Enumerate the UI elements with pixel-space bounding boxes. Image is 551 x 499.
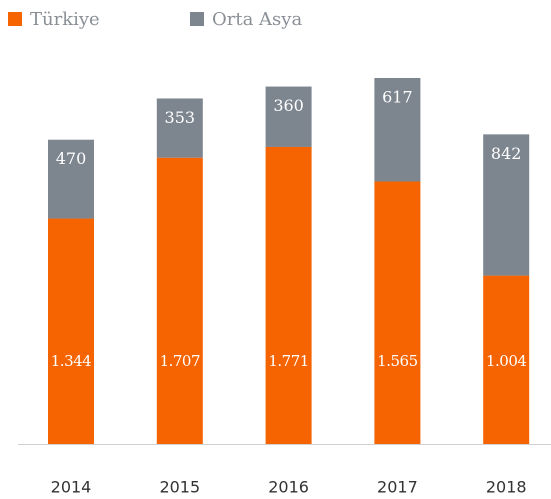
legend-label: Orta Asya <box>212 9 302 30</box>
data-label: 1.771 <box>268 352 308 370</box>
bar-segment <box>48 218 94 444</box>
x-tick-label: 2017 <box>377 478 418 497</box>
bar-segment <box>265 146 312 444</box>
legend-swatch <box>190 12 204 26</box>
data-label: 360 <box>273 96 304 115</box>
legend-label: Türkiye <box>30 9 100 30</box>
data-label: 1.707 <box>160 352 200 370</box>
bar-segment <box>483 275 530 444</box>
data-label: 617 <box>382 88 413 107</box>
bar-segment <box>156 98 203 158</box>
data-label: 470 <box>56 149 87 168</box>
x-tick-label: 2016 <box>268 478 309 497</box>
data-label: 1.004 <box>486 352 526 370</box>
data-label: 1.565 <box>377 352 417 370</box>
data-label: 353 <box>165 108 196 127</box>
x-tick-label: 2018 <box>486 478 527 497</box>
bar-segment <box>374 181 421 445</box>
bar-segment <box>483 134 530 276</box>
legend-swatch <box>8 12 22 26</box>
bar-segment <box>156 157 203 444</box>
bar-segment <box>374 78 421 182</box>
bar-segment <box>265 86 312 147</box>
bar-segment <box>48 139 94 219</box>
data-label: 842 <box>491 144 522 163</box>
x-tick-label: 2015 <box>159 478 200 497</box>
x-tick-label: 2014 <box>51 478 92 497</box>
data-label: 1.344 <box>51 352 91 370</box>
